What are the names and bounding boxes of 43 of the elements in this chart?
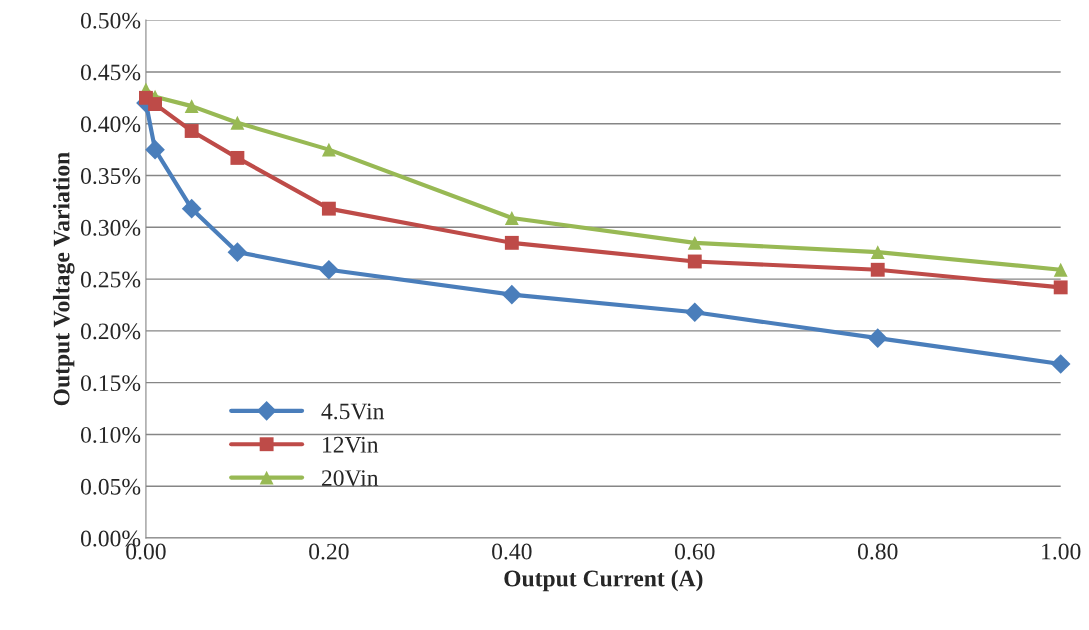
point [504, 235, 519, 250]
point [184, 99, 199, 114]
point [687, 254, 702, 269]
point [1053, 280, 1068, 295]
legend-label: 4.5Vin [321, 403, 385, 420]
y-tick-label: 0.10% [80, 426, 141, 443]
point [145, 139, 165, 160]
point [1050, 354, 1071, 374]
y-tick-label: 0.35% [80, 168, 141, 185]
y-tick-label: 0.45% [80, 64, 141, 81]
point [504, 211, 519, 225]
y-tick-label: 0.05% [80, 478, 141, 495]
y-tick-label: 0.15% [80, 375, 141, 392]
point [1053, 262, 1068, 277]
point [321, 142, 336, 157]
point [181, 198, 202, 219]
point [867, 328, 888, 348]
point [870, 245, 885, 260]
x-tick-label: 1.00 [1042, 543, 1081, 560]
point [319, 259, 339, 280]
y-tick-label: 0.40% [80, 116, 141, 133]
y-tick-label: 0.30% [80, 219, 141, 236]
y-tick-label: 0.50% [80, 12, 141, 29]
x-axis-title: Output Current (A) [504, 569, 703, 592]
point [502, 284, 522, 305]
x-tick-label: 0.20 [309, 543, 349, 560]
point [870, 262, 885, 277]
x-tick-label: 0.60 [675, 543, 715, 560]
legend-label: 20Vin [321, 470, 379, 487]
point [184, 124, 199, 138]
x-tick-label: 0.80 [857, 543, 898, 560]
point [227, 242, 248, 262]
point [684, 302, 705, 323]
point [230, 150, 245, 165]
point [230, 115, 245, 130]
y-tick-label: 0.20% [80, 323, 141, 340]
y-axis-title: Output Voltage Variation [52, 152, 75, 406]
y-tick-label: 0.25% [80, 271, 141, 288]
point [321, 201, 336, 216]
legend-label: 12Vin [323, 436, 379, 453]
x-tick-label: 0.40 [492, 543, 532, 560]
point [148, 97, 163, 111]
point [687, 235, 702, 250]
